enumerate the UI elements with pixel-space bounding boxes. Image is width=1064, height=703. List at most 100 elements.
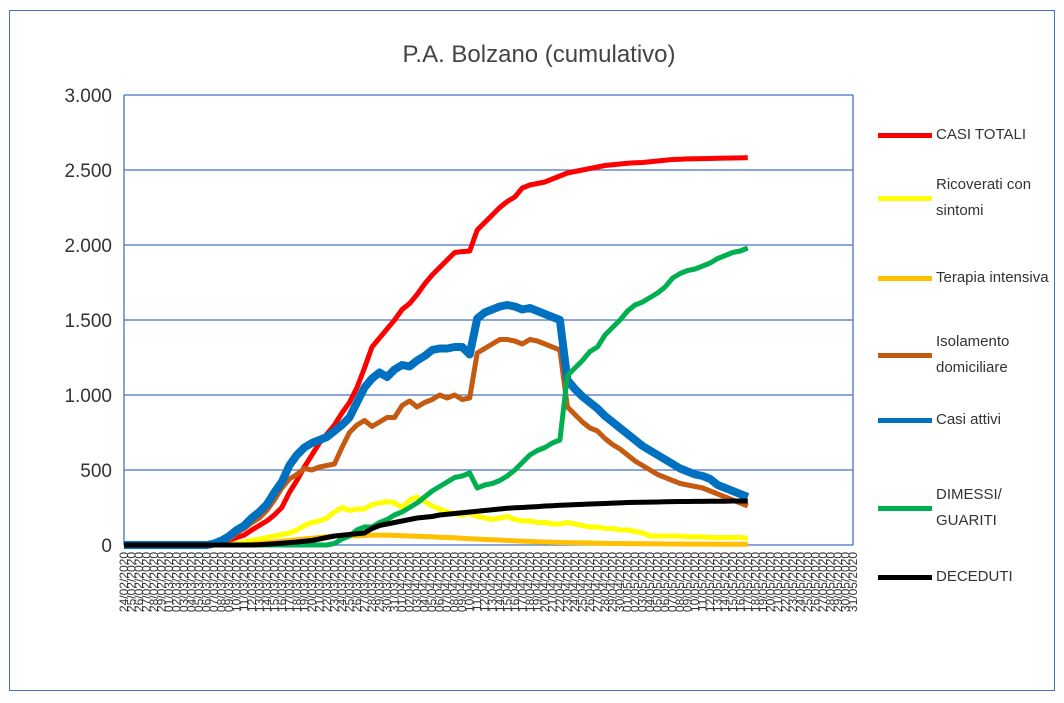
x-tick-label: 29/02/2020: [155, 552, 169, 612]
x-tick-label: 11/03/2020: [237, 552, 251, 611]
x-tick-label: 24/03/2020: [335, 552, 349, 612]
x-tick-label: 19/03/2020: [297, 552, 311, 612]
x-tick-label: 07/05/2020: [666, 552, 680, 612]
x-tick-label: 14/04/2020: [493, 552, 507, 612]
y-tick-label: 3.000: [64, 86, 112, 107]
x-tick-label: 17/03/2020: [282, 552, 296, 612]
x-tick-label: 25/04/2020: [575, 552, 589, 612]
x-tick-label: 05/05/2020: [651, 552, 665, 612]
x-tick-label: 06/03/2020: [200, 552, 214, 612]
x-tick-label: 13/03/2020: [252, 552, 266, 612]
y-tick-label: 1.000: [64, 386, 112, 407]
x-tick-label: 28/05/2020: [823, 552, 837, 612]
legend-label: CASI TOTALI: [936, 126, 1027, 143]
x-tick-label: 01/03/2020: [162, 552, 176, 612]
x-tick-label: 23/03/2020: [327, 552, 341, 612]
x-tick-label: 06/04/2020: [433, 552, 447, 612]
x-tick-label: 04/05/2020: [643, 552, 657, 612]
x-tick-label: 11/05/2020: [696, 552, 710, 611]
x-tick-label: 27/03/2020: [357, 552, 371, 612]
x-tick-label: 21/04/2020: [545, 552, 559, 612]
x-tick-label: 15/05/2020: [726, 552, 740, 612]
x-tick-label: 29/04/2020: [606, 552, 620, 612]
x-tick-label: 15/04/2020: [500, 552, 514, 612]
x-tick-label: 30/05/2020: [838, 552, 852, 612]
x-tick-label: 28/02/2020: [147, 552, 161, 612]
x-tick-label: 09/04/2020: [455, 552, 469, 612]
legend-item: Ricoverati con sintomi: [878, 172, 1054, 224]
legend-label: Ricoverati con sintomi: [936, 176, 1032, 219]
legend-item: Casi attivi: [878, 407, 1054, 433]
x-tick-label: 24/04/2020: [568, 552, 582, 612]
x-tick-label: 17/04/2020: [515, 552, 529, 612]
x-tick-label: 27/02/2020: [140, 552, 154, 612]
legend-label: Isolamento domiciliare: [936, 333, 1010, 376]
x-tick-label: 08/03/2020: [215, 552, 229, 612]
x-tick-label: 20/03/2020: [305, 552, 319, 612]
x-tick-label: 12/03/2020: [245, 552, 259, 612]
x-tick-label: 27/04/2020: [590, 552, 604, 612]
x-tick-label: 18/03/2020: [290, 552, 304, 612]
x-tick-label: 02/04/2020: [403, 552, 417, 612]
x-tick-label: 24/05/2020: [793, 552, 807, 612]
legend-swatch: [878, 275, 932, 281]
x-tick-label: 02/05/2020: [628, 552, 642, 612]
x-tick-label: 11/04/2020: [470, 552, 484, 611]
x-tick-label: 01/04/2020: [395, 552, 409, 612]
x-tick-label: 04/03/2020: [185, 552, 199, 612]
x-tick-label: 23/05/2020: [786, 552, 800, 612]
chart-title: P.A. Bolzano (cumulativo): [402, 41, 675, 68]
x-tick-label: 01/05/2020: [621, 552, 635, 612]
x-tick-label: 03/05/2020: [636, 552, 650, 612]
x-tick-label: 21/03/2020: [312, 552, 326, 612]
x-tick-label: 28/03/2020: [365, 552, 379, 612]
legend-item: DECEDUTI: [878, 564, 1054, 590]
x-tick-label: 12/04/2020: [478, 552, 492, 612]
x-tick-label: 07/03/2020: [207, 552, 221, 612]
x-tick-label: 22/05/2020: [778, 552, 792, 612]
legend-label: Terapia intensiva: [936, 269, 1049, 286]
x-tick-label: 27/05/2020: [816, 552, 830, 612]
x-tick-label: 25/05/2020: [801, 552, 815, 612]
x-tick-label: 16/04/2020: [508, 552, 522, 612]
legend-item: CASI TOTALI: [878, 122, 1054, 148]
legend-swatch: [878, 574, 932, 580]
legend-swatch: [878, 417, 932, 423]
legend-swatch: [878, 352, 932, 358]
x-tick-label: 26/05/2020: [808, 552, 822, 612]
x-tick-label: 13/05/2020: [711, 552, 725, 612]
x-tick-label: 19/04/2020: [530, 552, 544, 612]
x-tick-label: 14/03/2020: [260, 552, 274, 612]
y-tick-label: 2.000: [64, 236, 112, 257]
legend-label: DIMESSI/ GUARITI: [936, 486, 1002, 529]
x-tick-label: 18/05/2020: [748, 552, 762, 612]
x-tick-label: 08/04/2020: [448, 552, 462, 612]
x-tick-label: 26/04/2020: [583, 552, 597, 612]
x-tick-label: 02/03/2020: [170, 552, 184, 612]
legend-item: DIMESSI/ GUARITI: [878, 482, 1054, 534]
x-tick-label: 09/05/2020: [681, 552, 695, 612]
x-tick-label: 13/04/2020: [485, 552, 499, 612]
x-tick-label: 19/05/2020: [756, 552, 770, 612]
legend-swatch: [878, 195, 932, 201]
x-tick-label: 31/03/2020: [388, 552, 402, 612]
x-tick-label: 28/04/2020: [598, 552, 612, 612]
x-tick-label: 07/04/2020: [440, 552, 454, 612]
x-tick-label: 21/05/2020: [771, 552, 785, 612]
x-tick-label: 05/04/2020: [425, 552, 439, 612]
y-tick-label: 0: [101, 536, 112, 557]
x-tick-label: 20/05/2020: [763, 552, 777, 612]
x-tick-label: 26/03/2020: [350, 552, 364, 612]
x-tick-label: 26/02/2020: [132, 552, 146, 612]
x-tick-label: 15/03/2020: [267, 552, 281, 612]
x-tick-label: 17/05/2020: [741, 552, 755, 612]
x-tick-label: 30/03/2020: [380, 552, 394, 612]
x-tick-label: 06/05/2020: [658, 552, 672, 612]
x-tick-label: 08/05/2020: [673, 552, 687, 612]
x-tick-label: 03/03/2020: [177, 552, 191, 612]
x-tick-label: 31/05/2020: [846, 552, 860, 612]
x-tick-label: 25/03/2020: [342, 552, 356, 612]
x-tick-label: 14/05/2020: [718, 552, 732, 612]
x-tick-label: 04/04/2020: [418, 552, 432, 612]
legend-item: Isolamento domiciliare: [878, 329, 1054, 381]
